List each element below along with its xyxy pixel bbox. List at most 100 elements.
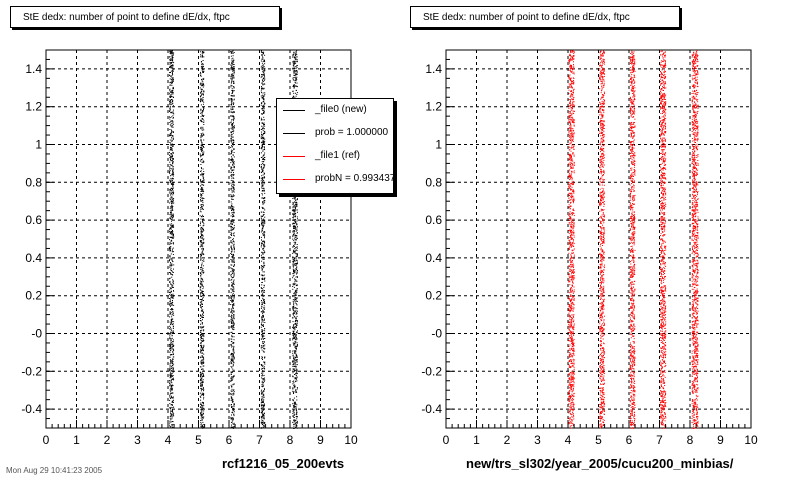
left-data-point (171, 372, 173, 374)
left-data-point (233, 177, 235, 179)
left-data-point (169, 107, 171, 109)
left-data-point (171, 320, 172, 322)
left-data-point (202, 227, 204, 229)
right-data-point (570, 320, 572, 322)
left-data-point (200, 204, 202, 206)
left-data-point (201, 231, 203, 233)
left-data-point (170, 345, 171, 347)
left-data-point (170, 102, 172, 103)
left-data-point (199, 375, 201, 377)
left-data-point (233, 316, 235, 318)
left-data-point (201, 197, 203, 199)
left-data-point (203, 179, 205, 181)
left-data-point (230, 390, 232, 392)
left-data-point (171, 220, 172, 222)
left-data-point (169, 281, 171, 283)
left-data-point (170, 397, 172, 399)
left-data-point (170, 305, 171, 307)
left-data-point (202, 306, 203, 307)
left-data-point (172, 284, 174, 286)
left-data-point (233, 111, 235, 113)
left-data-point (169, 198, 171, 200)
left-data-point (200, 54, 201, 56)
right-data-point (568, 121, 570, 122)
left-data-point (172, 414, 174, 416)
left-data-point (201, 260, 203, 262)
left-data-point (201, 168, 202, 170)
left-data-point (202, 92, 204, 94)
right-data-point (572, 358, 574, 360)
left-data-point (169, 51, 171, 53)
left-data-point (171, 81, 173, 83)
right-data-point (572, 72, 574, 74)
right-data-point (569, 259, 571, 261)
left-data-point (201, 174, 203, 176)
right-data-point (571, 233, 573, 235)
left-data-point (169, 171, 170, 173)
left-data-point (171, 50, 172, 52)
left-data-point (168, 56, 170, 58)
left-data-point (200, 336, 202, 338)
left-data-point (232, 177, 234, 179)
left-data-point (169, 248, 170, 249)
right-data-point (570, 332, 572, 334)
left-data-point (172, 230, 173, 231)
left-data-point (202, 126, 204, 128)
left-data-point (170, 211, 171, 213)
left-data-point (170, 97, 172, 98)
right-data-point (569, 356, 570, 358)
left-data-point (233, 281, 235, 283)
left-data-point (171, 64, 173, 66)
left-data-point (200, 200, 202, 202)
left-data-point (201, 215, 203, 217)
left-data-point (202, 219, 204, 221)
left-data-point (230, 168, 232, 170)
left-data-point (232, 280, 234, 282)
left-data-point (201, 159, 202, 160)
left-data-point (169, 118, 171, 120)
right-data-point (573, 227, 575, 229)
left-data-point (171, 309, 173, 311)
left-data-point (201, 221, 203, 223)
left-data-point (201, 145, 203, 147)
left-data-point (230, 78, 232, 80)
left-data-point (200, 414, 202, 416)
left-data-point (171, 126, 173, 128)
right-data-point (568, 275, 570, 277)
left-data-point (172, 279, 174, 281)
right-data-point (569, 284, 571, 286)
left-data-point (200, 374, 202, 375)
left-data-point (202, 103, 204, 105)
left-data-point (202, 93, 204, 95)
left-data-point (200, 218, 202, 220)
left-data-point (172, 102, 174, 104)
left-data-point (202, 298, 204, 300)
left-data-point (169, 359, 171, 361)
left-data-point (170, 267, 172, 269)
left-data-point (233, 102, 235, 104)
left-data-point (201, 248, 203, 250)
right-data-point (572, 306, 574, 308)
left-data-point (171, 415, 173, 417)
left-data-point (172, 363, 173, 365)
left-data-point (170, 212, 172, 213)
left-data-point (203, 344, 205, 346)
left-data-point (173, 304, 175, 306)
left-data-point (230, 298, 232, 300)
left-data-point (201, 340, 203, 342)
left-data-point (201, 285, 203, 287)
left-data-point (203, 405, 205, 407)
left-data-point (201, 148, 203, 150)
left-data-point (202, 111, 204, 113)
right-data-point (573, 202, 574, 204)
left-data-point (171, 264, 173, 266)
left-data-point (199, 215, 201, 217)
left-data-point (173, 295, 175, 296)
left-data-point (169, 373, 171, 375)
right-data-point (570, 182, 572, 184)
left-data-point (170, 288, 172, 290)
right-data-point (568, 75, 570, 77)
left-data-point (203, 389, 205, 391)
left-data-point (171, 160, 173, 162)
left-data-point (170, 265, 172, 267)
